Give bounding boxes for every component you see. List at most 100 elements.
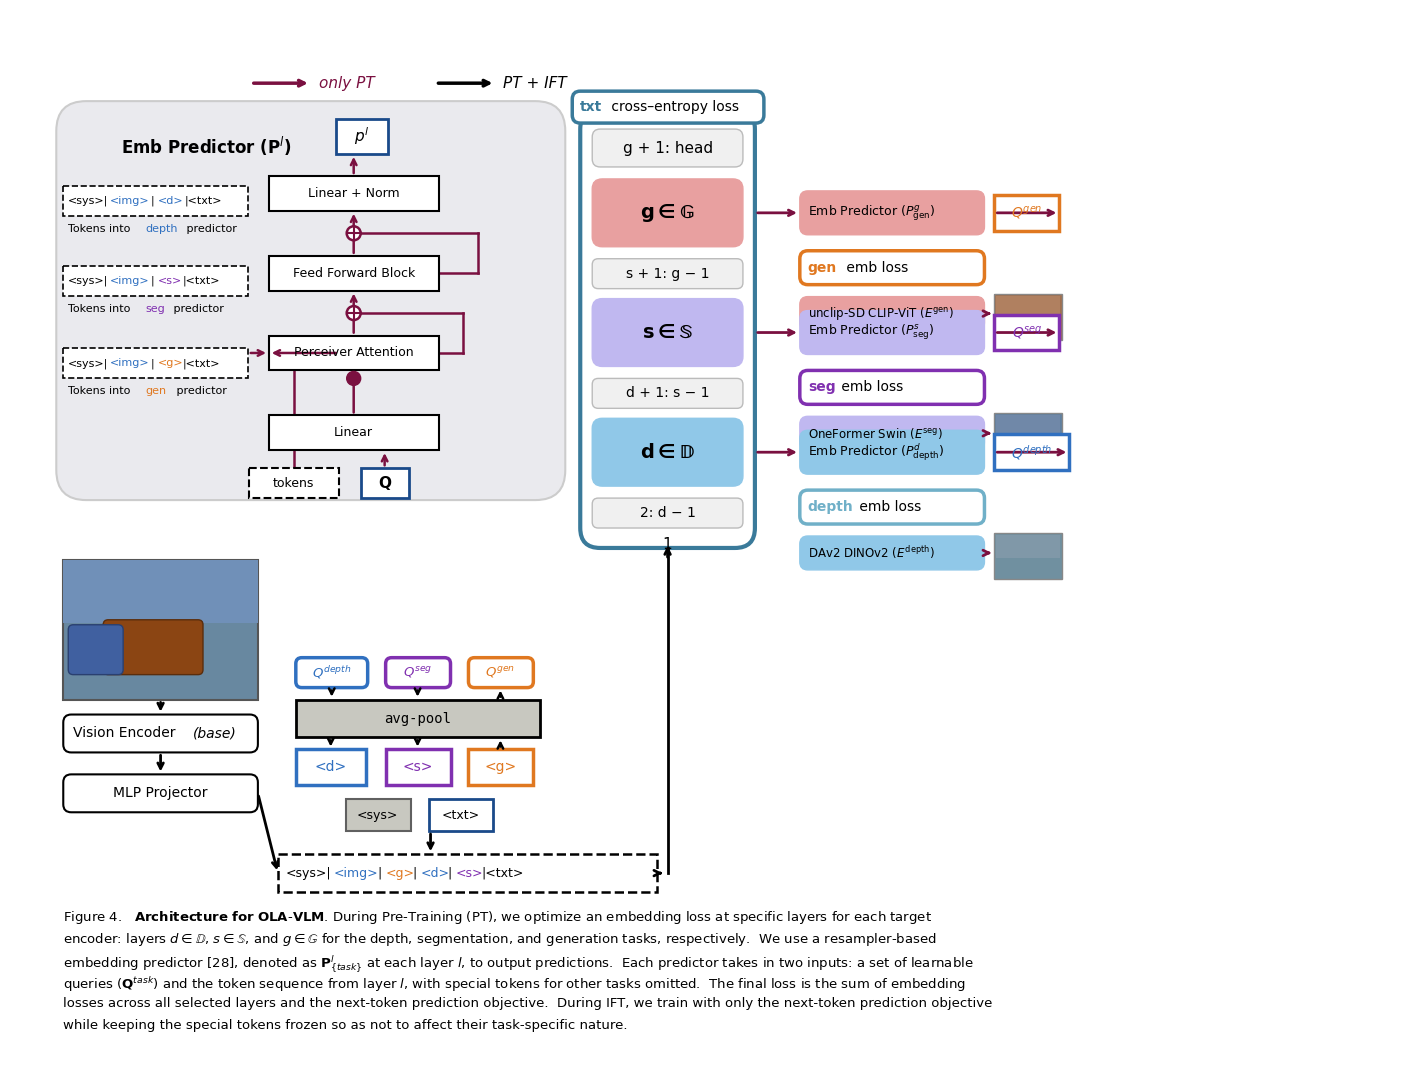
FancyBboxPatch shape [994, 413, 1062, 459]
Text: OneFormer Swin ($E^\mathrm{seg}$): OneFormer Swin ($E^\mathrm{seg}$) [807, 426, 943, 441]
FancyBboxPatch shape [386, 658, 451, 688]
Text: <s>: <s> [455, 866, 484, 880]
Text: predictor: predictor [182, 224, 238, 234]
Text: embedding predictor [28], denoted as $\mathbf{P}^l_{\{task\}}$ at each layer $l$: embedding predictor [28], denoted as $\m… [64, 953, 974, 975]
Text: depth: depth [146, 224, 178, 234]
Text: |<txt>: |<txt> [182, 358, 221, 368]
Text: $\mathbf{g \in \mathbb{G}}$: $\mathbf{g \in \mathbb{G}}$ [641, 202, 694, 224]
FancyBboxPatch shape [64, 186, 247, 216]
FancyBboxPatch shape [800, 191, 984, 235]
Text: |: | [151, 276, 154, 286]
Text: $Q^{gen}$: $Q^{gen}$ [485, 665, 516, 680]
FancyBboxPatch shape [57, 101, 566, 500]
Text: Tokens into: Tokens into [68, 224, 134, 234]
Text: tokens: tokens [273, 476, 314, 489]
FancyBboxPatch shape [592, 419, 742, 486]
Text: |<txt>: |<txt> [182, 276, 221, 286]
Text: while keeping the special tokens frozen so as not to affect their task-specific : while keeping the special tokens frozen … [64, 1019, 628, 1032]
Text: cross–entropy loss: cross–entropy loss [607, 100, 740, 114]
Text: |: | [151, 195, 154, 206]
Text: Perceiver Attention: Perceiver Attention [294, 346, 413, 360]
Text: $\mathbf{Q}$: $\mathbf{Q}$ [378, 474, 392, 492]
Text: PT + IFT: PT + IFT [503, 76, 567, 91]
Text: g + 1: head: g + 1: head [622, 141, 713, 156]
Text: seg: seg [807, 380, 836, 394]
Text: Tokens into: Tokens into [68, 303, 134, 314]
Text: Emb Predictor ($\mathbf{P}^l$): Emb Predictor ($\mathbf{P}^l$) [122, 135, 291, 158]
Text: Emb Predictor ($P^s_\mathrm{seg}$): Emb Predictor ($P^s_\mathrm{seg}$) [807, 323, 935, 342]
Text: <g>: <g> [386, 866, 414, 880]
Text: Tokens into: Tokens into [68, 387, 134, 396]
Text: <sys>|: <sys>| [68, 195, 109, 206]
Text: emb loss: emb loss [837, 380, 904, 394]
FancyBboxPatch shape [468, 658, 533, 688]
FancyBboxPatch shape [269, 415, 438, 451]
Text: emb loss: emb loss [841, 261, 908, 274]
Circle shape [346, 307, 361, 320]
FancyBboxPatch shape [64, 560, 257, 623]
FancyBboxPatch shape [592, 179, 742, 247]
Text: gen: gen [146, 387, 167, 396]
Text: <img>: <img> [110, 276, 150, 285]
FancyBboxPatch shape [800, 371, 984, 405]
FancyBboxPatch shape [800, 490, 984, 524]
Text: txt: txt [580, 100, 602, 114]
Text: seg: seg [146, 303, 165, 314]
FancyBboxPatch shape [997, 415, 1060, 438]
Text: s + 1: g − 1: s + 1: g − 1 [626, 267, 710, 281]
Text: <sys>|: <sys>| [68, 276, 109, 286]
Text: losses across all selected layers and the next-token prediction objective.  Duri: losses across all selected layers and th… [64, 996, 993, 1009]
Text: <g>: <g> [485, 760, 516, 774]
FancyBboxPatch shape [103, 619, 204, 675]
Text: emb loss: emb loss [854, 500, 921, 514]
FancyBboxPatch shape [997, 535, 1060, 557]
Text: <d>: <d> [315, 760, 346, 774]
Text: queries ($\mathbf{Q}^{task}$) and the token sequence from layer $l$, with specia: queries ($\mathbf{Q}^{task}$) and the to… [64, 975, 966, 993]
FancyBboxPatch shape [573, 91, 764, 123]
Text: only PT: only PT [318, 76, 375, 91]
Text: d + 1: s − 1: d + 1: s − 1 [626, 387, 710, 400]
FancyBboxPatch shape [68, 625, 123, 675]
Text: $\mathbf{s \in \mathbb{S}}$: $\mathbf{s \in \mathbb{S}}$ [642, 323, 693, 342]
FancyBboxPatch shape [994, 194, 1059, 231]
FancyBboxPatch shape [64, 560, 257, 700]
FancyBboxPatch shape [428, 799, 493, 831]
FancyBboxPatch shape [468, 750, 533, 785]
FancyBboxPatch shape [296, 658, 368, 688]
Text: Figure 4.   $\bf{Architecture\ for\ OLA\text{-}VLM}$. During Pre-Training (PT), : Figure 4. $\bf{Architecture\ for\ OLA\te… [64, 909, 932, 926]
Text: Linear + Norm: Linear + Norm [308, 187, 400, 200]
FancyBboxPatch shape [580, 109, 755, 548]
Text: unclip-SD CLIP-ViT ($E^\mathrm{gen}$): unclip-SD CLIP-ViT ($E^\mathrm{gen}$) [807, 305, 953, 323]
Text: (base): (base) [194, 726, 236, 740]
FancyBboxPatch shape [994, 294, 1062, 340]
FancyBboxPatch shape [800, 251, 984, 285]
Text: encoder: layers $d \in \mathbb{D}$, $s \in \mathbb{S}$, and $g \in \mathbb{G}$ f: encoder: layers $d \in \mathbb{D}$, $s \… [64, 931, 937, 948]
FancyBboxPatch shape [800, 417, 984, 451]
FancyBboxPatch shape [592, 129, 742, 167]
FancyBboxPatch shape [64, 266, 247, 296]
FancyBboxPatch shape [296, 700, 540, 738]
FancyBboxPatch shape [64, 348, 247, 378]
FancyBboxPatch shape [592, 258, 742, 288]
FancyBboxPatch shape [64, 774, 257, 813]
Text: depth: depth [807, 500, 854, 514]
FancyBboxPatch shape [361, 468, 409, 498]
Text: $Q^{depth}$: $Q^{depth}$ [312, 664, 352, 681]
FancyBboxPatch shape [592, 498, 742, 528]
FancyBboxPatch shape [269, 176, 438, 210]
Text: 2: d − 1: 2: d − 1 [639, 506, 696, 520]
Text: gen: gen [807, 261, 837, 274]
Text: <sys>|: <sys>| [68, 358, 109, 368]
Text: Emb Predictor ($P^d_\mathrm{depth}$): Emb Predictor ($P^d_\mathrm{depth}$) [807, 441, 945, 462]
FancyBboxPatch shape [800, 430, 984, 474]
Text: $p^l$: $p^l$ [354, 126, 369, 147]
Text: predictor: predictor [170, 303, 223, 314]
Text: |: | [378, 866, 382, 880]
Text: |: | [447, 866, 451, 880]
Text: DAv2 DINOv2 ($E^\mathrm{depth}$): DAv2 DINOv2 ($E^\mathrm{depth}$) [807, 545, 935, 562]
Text: |: | [413, 866, 417, 880]
FancyBboxPatch shape [64, 714, 257, 753]
Text: $Q^{seg}$: $Q^{seg}$ [1011, 324, 1042, 341]
FancyBboxPatch shape [994, 315, 1059, 350]
Circle shape [346, 226, 361, 240]
